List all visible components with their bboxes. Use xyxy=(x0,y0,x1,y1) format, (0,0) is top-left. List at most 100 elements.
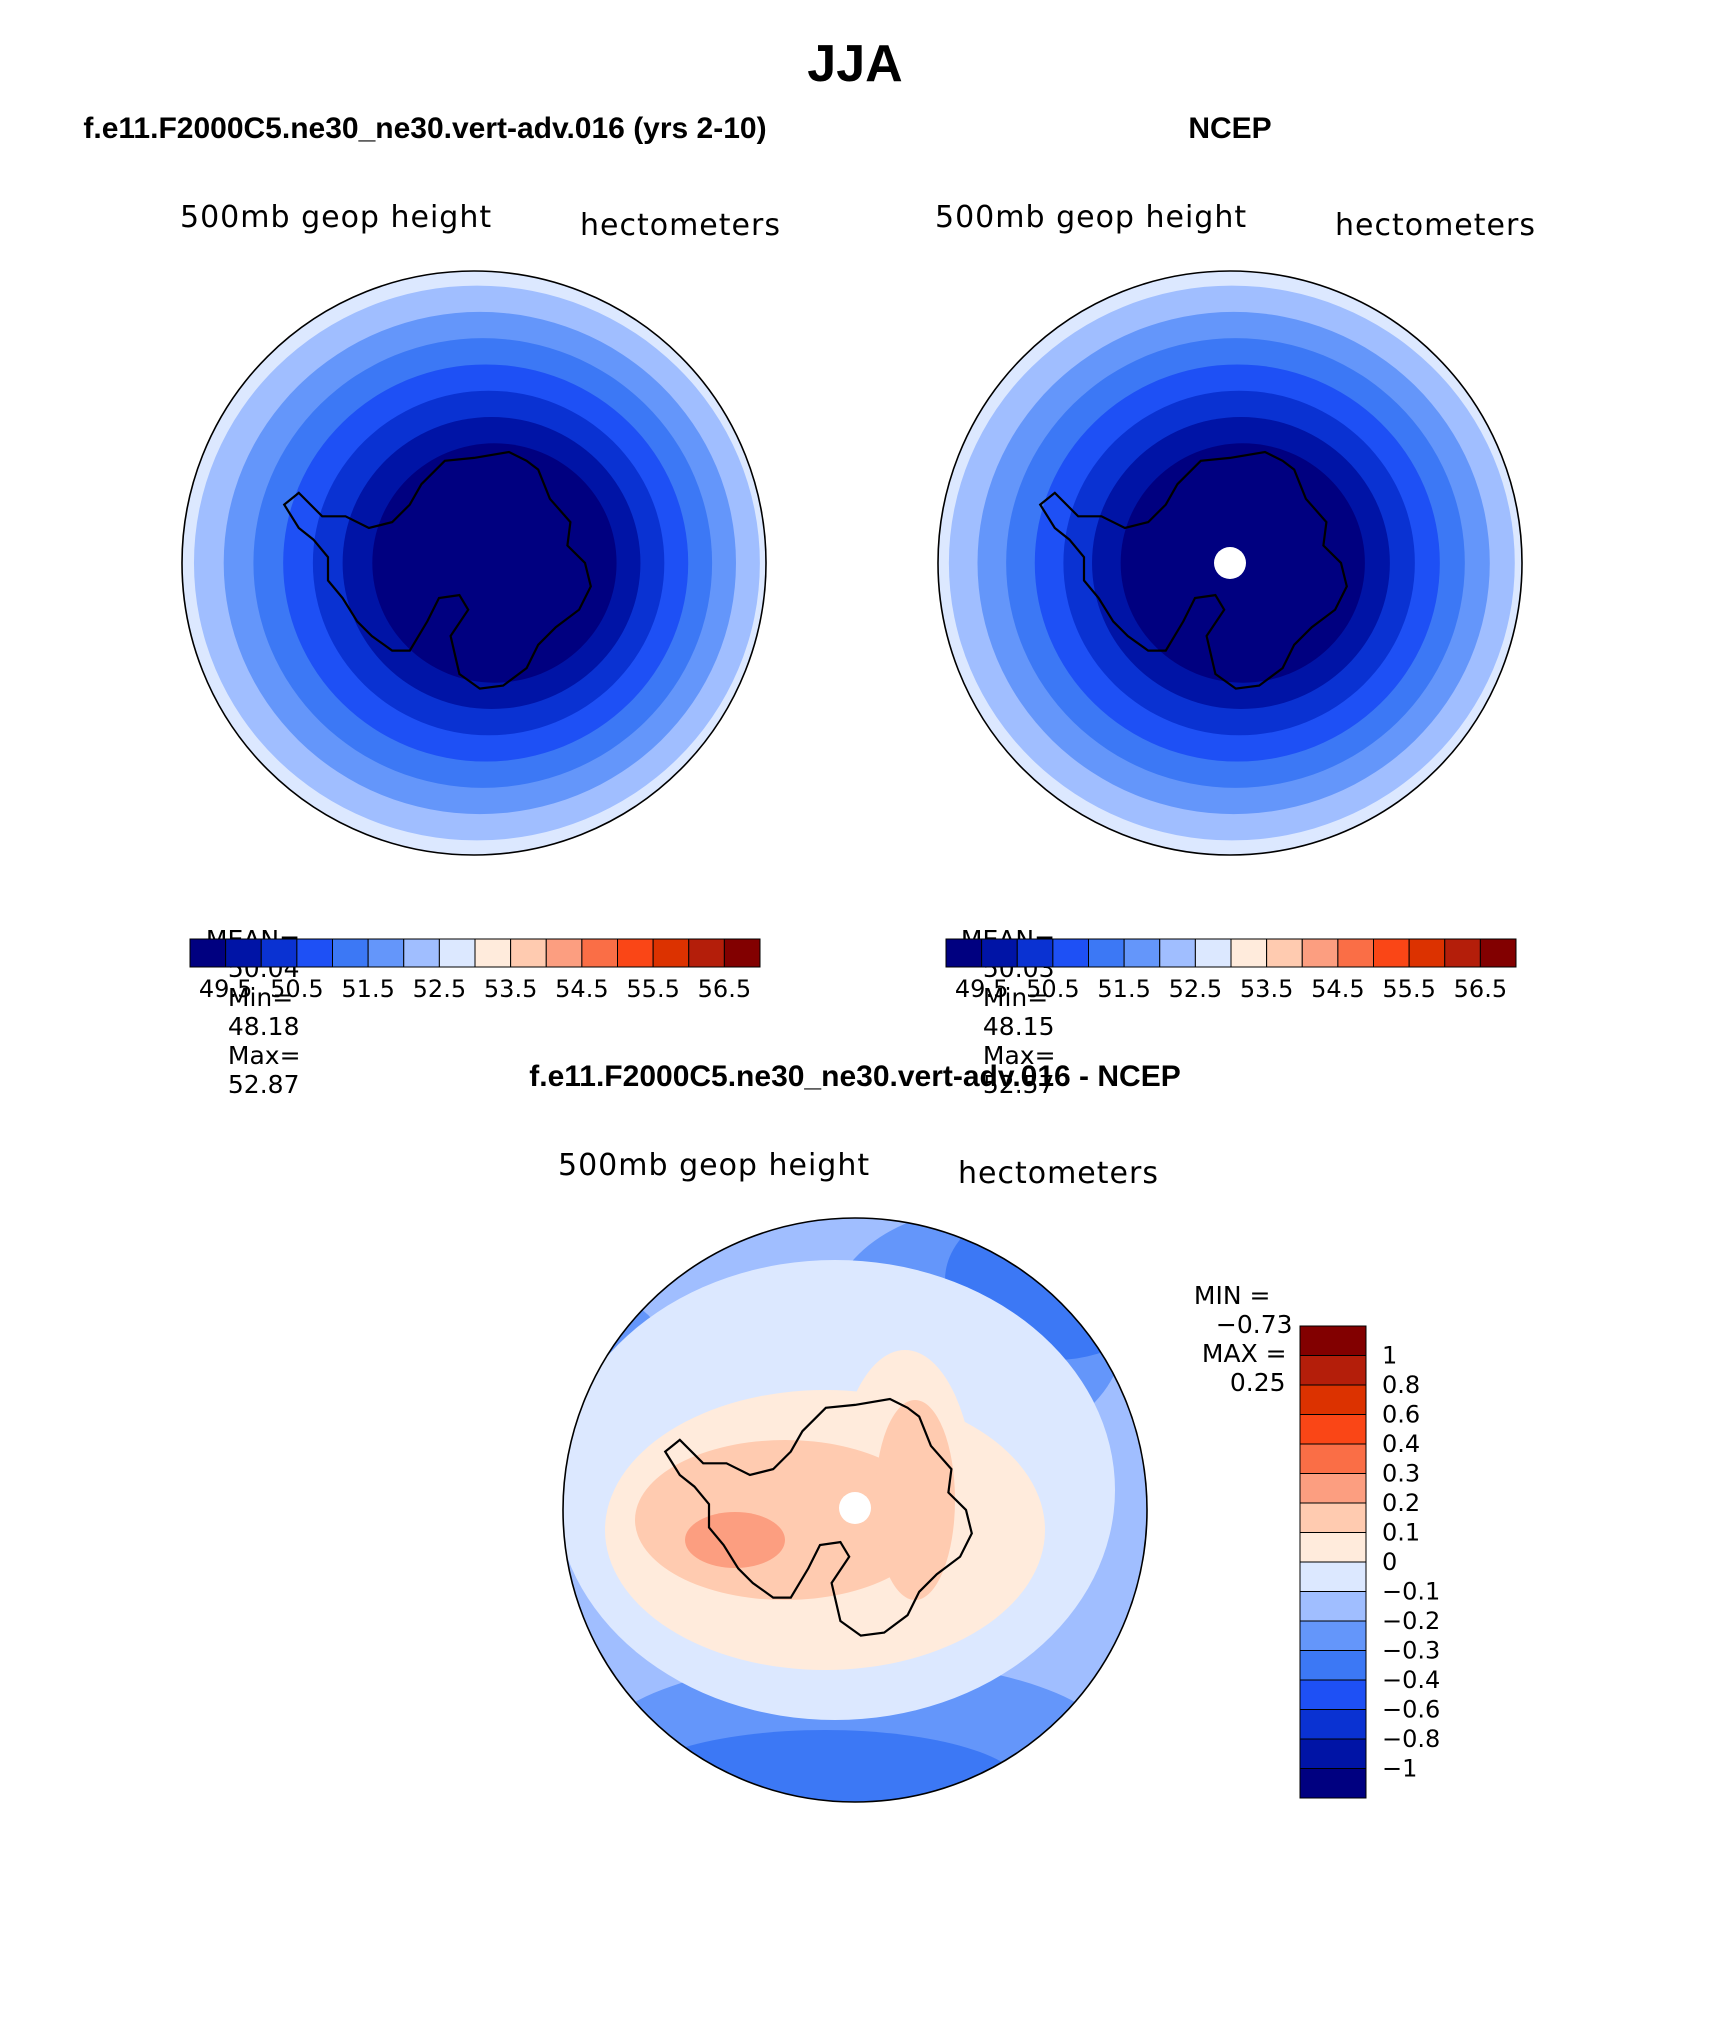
diff-colorbar-label: 0.8 xyxy=(1382,1371,1420,1399)
page-title: JJA xyxy=(807,35,903,93)
diff-min-value: −0.73 xyxy=(1215,1310,1293,1339)
obs-max-value: 52.57 xyxy=(982,1070,1055,1099)
obs-colorbar-swatch xyxy=(1123,938,1161,968)
model-colorbar-swatch xyxy=(438,938,476,968)
model-colorbar-tick: 55.5 xyxy=(626,975,679,1003)
diff-colorbar-swatch xyxy=(1299,1591,1367,1622)
diff-colorbar-swatch xyxy=(1299,1738,1367,1769)
diff-coastline xyxy=(663,1397,973,1637)
diff-map xyxy=(562,1217,1148,1803)
model-colorbar-swatch xyxy=(581,938,618,968)
diff-colorbar-label: −1 xyxy=(1382,1755,1417,1783)
diff-colorbar-label: 0 xyxy=(1382,1548,1397,1576)
diff-minmax: MIN = −0.73 MAX = 0.25 xyxy=(1178,1252,1293,1397)
model-colorbar-tick: 54.5 xyxy=(555,975,608,1003)
model-colorbar-tick: 50.5 xyxy=(270,975,323,1003)
model-colorbar-swatch xyxy=(260,938,298,968)
obs-pole-hole xyxy=(1214,547,1246,579)
model-band-7 xyxy=(372,443,617,683)
obs-colorbar-swatch xyxy=(1016,938,1054,968)
obs-min-label: Min= xyxy=(982,983,1049,1012)
model-min-label: Min= xyxy=(227,983,294,1012)
obs-panel-title: NCEP xyxy=(1188,112,1272,145)
model-colorbar-swatch xyxy=(545,938,583,968)
obs-colorbar-swatch xyxy=(1159,938,1196,968)
obs-colorbar-swatch xyxy=(1373,938,1410,968)
obs-colorbar-tick: 55.5 xyxy=(1382,975,1435,1003)
diff-colorbar-swatch xyxy=(1299,1709,1367,1740)
obs-colorbar-swatch xyxy=(1479,938,1517,968)
model-max-label: Max= xyxy=(227,1041,301,1070)
diff-colorbar-swatch xyxy=(1299,1620,1367,1651)
diff-band-s2 xyxy=(625,1730,1025,1802)
diff-colorbar-label: −0.6 xyxy=(1382,1696,1440,1724)
diff-right-label: hectometers xyxy=(958,1156,1159,1191)
model-colorbar-tick: 53.5 xyxy=(484,975,537,1003)
obs-colorbar-swatch xyxy=(945,938,983,968)
diff-max-label: MAX = xyxy=(1201,1339,1287,1368)
diff-left-label: 500mb geop height xyxy=(558,1148,871,1183)
obs-colorbar-swatch xyxy=(1301,938,1339,968)
diff-colorbar-swatch xyxy=(1299,1443,1367,1474)
model-colorbar-tick: 56.5 xyxy=(698,975,751,1003)
obs-colorbar-swatch xyxy=(981,938,1018,968)
diff-colorbar-swatch xyxy=(1299,1384,1367,1415)
diff-band-03 xyxy=(685,1512,785,1568)
diff-colorbar-swatch xyxy=(1299,1502,1367,1533)
obs-colorbar-tick: 51.5 xyxy=(1097,975,1150,1003)
diff-colorbar-swatch xyxy=(1299,1650,1367,1681)
model-colorbar-swatch xyxy=(403,938,440,968)
model-colorbar-swatch xyxy=(367,938,405,968)
model-panel-title: f.e11.F2000C5.ne30_ne30.vert-adv.016 (yr… xyxy=(83,112,767,145)
diff-colorbar-swatch xyxy=(1299,1473,1367,1504)
model-right-label: hectometers xyxy=(580,208,781,243)
obs-colorbar-swatch xyxy=(1230,938,1268,968)
diff-min-label: MIN = xyxy=(1193,1281,1271,1310)
diff-colorbar-swatch xyxy=(1299,1768,1367,1799)
diff-colorbar-swatch xyxy=(1299,1355,1367,1386)
diff-colorbar-label: 1 xyxy=(1382,1342,1397,1370)
obs-colorbar-tick: 50.5 xyxy=(1026,975,1079,1003)
obs-colorbar-tick: 52.5 xyxy=(1169,975,1222,1003)
obs-right-label: hectometers xyxy=(1335,208,1536,243)
obs-colorbar-swatch xyxy=(1266,938,1303,968)
diff-map-border xyxy=(562,1217,1148,1803)
diff-colorbar-label: −0.1 xyxy=(1382,1578,1440,1606)
model-colorbar-swatch xyxy=(510,938,547,968)
model-colorbar-swatch xyxy=(296,938,333,968)
diff-colorbar-label: 0.4 xyxy=(1382,1430,1420,1458)
diff-colorbar-label: −0.2 xyxy=(1382,1607,1440,1635)
obs-coastline xyxy=(1038,450,1348,690)
diff-colorbar-label: −0.4 xyxy=(1382,1666,1440,1694)
obs-colorbar-tick: 56.5 xyxy=(1454,975,1507,1003)
model-left-label: 500mb geop height xyxy=(180,200,493,235)
model-map xyxy=(181,270,767,856)
diff-colorbar-swatch xyxy=(1299,1532,1367,1563)
obs-colorbar-swatch xyxy=(1052,938,1089,968)
model-colorbar-swatch xyxy=(225,938,262,968)
obs-colorbar-swatch xyxy=(1444,938,1481,968)
obs-map xyxy=(937,270,1523,856)
diff-panel-title: f.e11.F2000C5.ne30_ne30.vert-adv.016 - N… xyxy=(529,1060,1181,1093)
obs-colorbar-swatch xyxy=(1408,938,1446,968)
model-colorbar-tick: 52.5 xyxy=(413,975,466,1003)
diff-colorbar-label: 0.1 xyxy=(1382,1519,1420,1547)
model-map-border xyxy=(181,270,767,856)
diff-colorbar-label: 0.6 xyxy=(1382,1401,1420,1429)
diff-colorbar-swatch xyxy=(1299,1325,1367,1356)
model-min-value: 48.18 xyxy=(227,1012,300,1041)
obs-max-label: Max= xyxy=(982,1041,1056,1070)
diff-colorbar-label: −0.3 xyxy=(1382,1637,1440,1665)
model-colorbar-swatch xyxy=(474,938,512,968)
obs-min-value: 48.15 xyxy=(982,1012,1055,1041)
diff-colorbar-label: 0.3 xyxy=(1382,1460,1420,1488)
model-colorbar-swatch xyxy=(617,938,654,968)
model-colorbar-swatch xyxy=(189,938,227,968)
diff-colorbar: 10.80.60.40.30.20.10−0.1−0.2−0.3−0.4−0.6… xyxy=(1299,1325,1440,1799)
diff-colorbar-label: 0.2 xyxy=(1382,1489,1420,1517)
model-colorbar-swatch xyxy=(332,938,369,968)
obs-colorbar-tick: 49.5 xyxy=(955,975,1008,1003)
model-colorbar-tick: 51.5 xyxy=(341,975,394,1003)
model-colorbar-tick: 49.5 xyxy=(199,975,252,1003)
